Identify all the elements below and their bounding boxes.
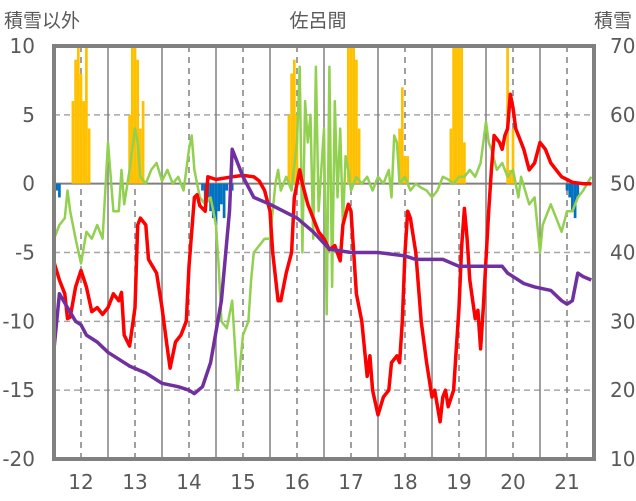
blue-bar [55, 183, 59, 191]
orange-bar [346, 46, 350, 184]
left-tick-label: 10 [10, 34, 35, 58]
orange-bar [133, 46, 137, 184]
orange-bar [141, 101, 145, 184]
orange-bar [463, 142, 466, 184]
right-tick-label: 30 [610, 309, 635, 333]
orange-bar [355, 59, 358, 184]
green-series-line [52, 65, 593, 392]
left-tick-label: 5 [22, 103, 35, 127]
orange-bar [79, 73, 83, 184]
orange-bar [76, 46, 80, 184]
orange-bar [82, 101, 86, 184]
chart-title: 佐呂間 [289, 10, 346, 32]
x-tick-label: 12 [68, 470, 93, 494]
blue-bar [565, 183, 569, 191]
left-tick-label: 0 [22, 172, 35, 196]
blue-bar [211, 183, 215, 219]
blue-bar [576, 183, 580, 198]
orange-bar [511, 128, 515, 184]
left-tick-label: -5 [15, 241, 35, 265]
orange-bar [449, 128, 453, 184]
orange-bar [85, 46, 88, 184]
orange-bar [457, 46, 461, 184]
purple-series-line [52, 147, 592, 396]
left-tick-label: -20 [2, 447, 35, 471]
orange-bar [403, 156, 407, 184]
plot-frame [52, 44, 596, 461]
blue-bar [214, 183, 218, 225]
orange-bar [452, 46, 455, 184]
orange-bar [406, 156, 410, 184]
orange-bar [74, 59, 77, 184]
blue-bar [217, 183, 221, 212]
orange-bar [139, 128, 142, 184]
x-tick-label: 18 [392, 470, 417, 494]
orange-bar [454, 46, 458, 184]
orange-bar [508, 169, 512, 184]
orange-bar [292, 59, 296, 184]
right-axis-label: 積雪 [594, 10, 632, 32]
right-tick-label: 20 [610, 378, 635, 402]
red-series-line [52, 92, 592, 424]
left-tick-label: -10 [2, 309, 35, 333]
right-tick-label: 60 [610, 103, 635, 127]
x-tick-label: 19 [446, 470, 471, 494]
blue-bar [225, 183, 229, 191]
right-tick-label: 70 [610, 34, 635, 58]
orange-bar [136, 59, 140, 184]
orange-bar [287, 114, 291, 184]
orange-bar [400, 87, 404, 184]
right-tick-label: 40 [610, 241, 635, 265]
x-tick-label: 20 [500, 470, 525, 494]
orange-bar [460, 46, 464, 184]
x-tick-label: 21 [554, 470, 579, 494]
x-tick-label: 13 [122, 470, 147, 494]
x-tick-label: 14 [176, 470, 201, 494]
orange-bar [349, 46, 353, 184]
right-tick-label: 10 [610, 447, 635, 471]
blue-bar [222, 183, 226, 219]
blue-bar [201, 183, 204, 191]
blue-bar [220, 183, 223, 205]
x-tick-label: 17 [338, 470, 363, 494]
orange-bar [357, 128, 361, 184]
orange-bar [290, 73, 293, 184]
orange-bar [352, 46, 356, 184]
left-tick-label: -15 [2, 378, 35, 402]
blue-bar [571, 183, 574, 212]
orange-bar [71, 101, 75, 184]
left-axis-label: 積雪以外 [4, 10, 80, 32]
blue-bar [568, 183, 572, 198]
orange-bar [130, 46, 134, 184]
blue-bar [58, 183, 61, 198]
orange-bar [87, 128, 91, 184]
x-tick-label: 15 [230, 470, 255, 494]
orange-bar [128, 114, 131, 184]
orange-bar [398, 128, 401, 184]
right-tick-label: 50 [610, 172, 635, 196]
x-tick-label: 16 [284, 470, 309, 494]
